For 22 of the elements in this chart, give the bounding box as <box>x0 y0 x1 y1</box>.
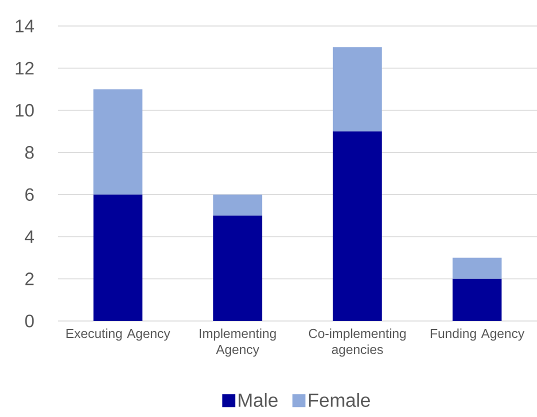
bar <box>452 258 502 279</box>
bar <box>93 89 142 195</box>
x-tick-label: Executing Agency <box>66 328 170 341</box>
x-tick-label: Funding Agency <box>430 328 524 341</box>
bar <box>93 194 142 321</box>
bar <box>332 131 382 321</box>
bar <box>213 194 262 216</box>
bar <box>452 278 502 321</box>
x-tick-label: Co-implementing agencies <box>308 328 406 357</box>
y-tick-label: 8 <box>25 146 34 159</box>
y-tick-label: 10 <box>16 104 34 117</box>
bar <box>213 216 262 321</box>
y-tick-label: 14 <box>16 20 34 32</box>
y-tick-label: 6 <box>25 188 34 201</box>
legend-label: Female <box>308 393 370 407</box>
y-tick-label: 4 <box>24 230 34 243</box>
legend-label: Male <box>238 393 278 407</box>
bar <box>332 47 382 132</box>
y-tick-label: 12 <box>16 62 34 74</box>
x-tick-label: Implementing Agency <box>200 328 276 357</box>
y-tick-label: 2 <box>25 272 34 286</box>
y-tick-label: 0 <box>25 314 34 328</box>
